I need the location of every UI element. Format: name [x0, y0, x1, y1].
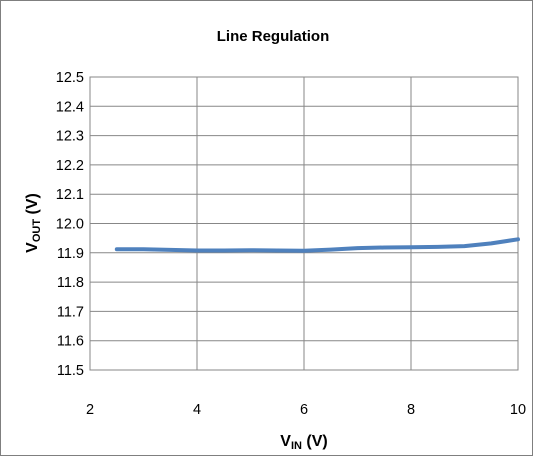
- y-tick-label: 11.9: [57, 246, 84, 262]
- y-tick-label: 12.1: [56, 187, 84, 203]
- y-tick-label: 11.8: [57, 275, 84, 291]
- y-axis-label-sub: OUT: [31, 219, 43, 243]
- y-axis-label-unit: (V): [24, 193, 41, 219]
- x-axis-label-sub: IN: [291, 440, 302, 452]
- x-tick-label: 4: [193, 402, 201, 418]
- y-tick-label: 12.3: [56, 129, 84, 145]
- series-layer: [114, 237, 520, 253]
- y-tick-label: 12.2: [56, 158, 84, 174]
- x-axis-label-unit: (V): [302, 433, 328, 450]
- y-axis-label-main: V: [24, 242, 41, 253]
- chart-title: Line Regulation: [217, 28, 330, 45]
- y-tick-labels: 11.5 11.6 11.7 11.8 11.9 12.0 12.1 12.2 12.3 12.4…: [56, 70, 84, 379]
- x-axis-label: VIN (V): [280, 433, 327, 452]
- vout-series-line: [114, 237, 520, 253]
- y-tick-label: 11.5: [57, 363, 84, 379]
- y-tick-label: 11.7: [57, 304, 84, 320]
- grid: [90, 77, 518, 370]
- y-tick-label: 12.5: [56, 70, 84, 86]
- y-tick-label: 11.6: [57, 334, 84, 350]
- x-tick-label: 6: [300, 402, 308, 418]
- x-tick-labels: 2 4 6 8 10: [86, 402, 526, 418]
- x-axis-label-main: V: [280, 433, 291, 450]
- y-tick-label: 12.4: [56, 99, 84, 115]
- x-tick-label: 8: [407, 402, 415, 418]
- y-axis-label: VOUT (V): [24, 193, 43, 253]
- y-tick-label: 12.0: [56, 217, 84, 233]
- x-tick-label: 2: [86, 402, 94, 418]
- x-tick-label: 10: [510, 402, 526, 418]
